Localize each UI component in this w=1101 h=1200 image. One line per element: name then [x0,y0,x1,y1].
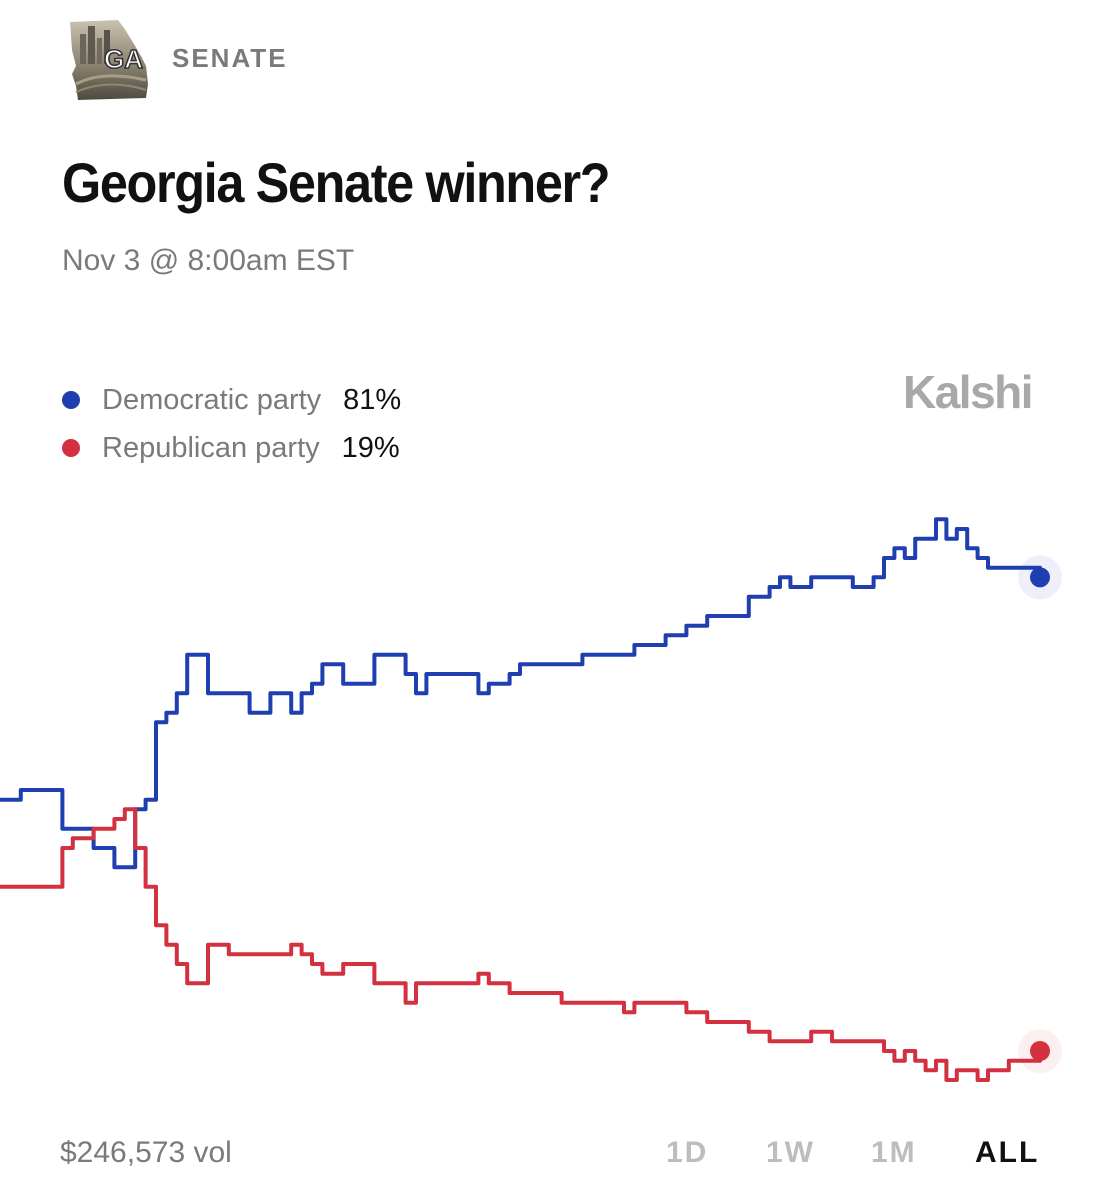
state-abbreviation: GA [103,43,144,75]
endpoint-marker-republican [1030,1041,1050,1061]
chart-legend: Democratic party 81% Republican party 19… [62,376,401,472]
volume-label: $246,573 vol [60,1136,232,1169]
endpoint-marker-democratic [1030,567,1050,588]
market-close-date: Nov 3 @ 8:00am EST [62,244,355,277]
market-header: GA SENATE [62,14,288,102]
legend-dot-democratic [62,391,80,409]
series-line-democratic [0,517,1042,870]
range-tab-1w[interactable]: 1W [766,1136,815,1169]
legend-item-democratic: Democratic party 81% [62,376,401,424]
legend-item-republican: Republican party 19% [62,424,401,472]
range-tabs: 1D 1W 1M ALL [0,1136,1101,1176]
legend-value: 81% [343,383,402,416]
price-chart [0,517,1062,1082]
legend-dot-republican [62,439,80,457]
legend-name: Republican party [102,431,320,464]
range-tab-all[interactable]: ALL [975,1136,1040,1169]
brand-logo: Kalshi [903,366,1034,418]
range-tab-1m[interactable]: 1M [871,1136,917,1169]
category-label: SENATE [172,42,288,73]
georgia-state-icon: GA [62,14,158,102]
range-tab-1d[interactable]: 1D [666,1136,709,1169]
legend-value: 19% [341,431,400,464]
page-title: Georgia Senate winner? [62,151,611,214]
series-line-republican [0,807,1042,1082]
legend-name: Democratic party [102,383,322,416]
